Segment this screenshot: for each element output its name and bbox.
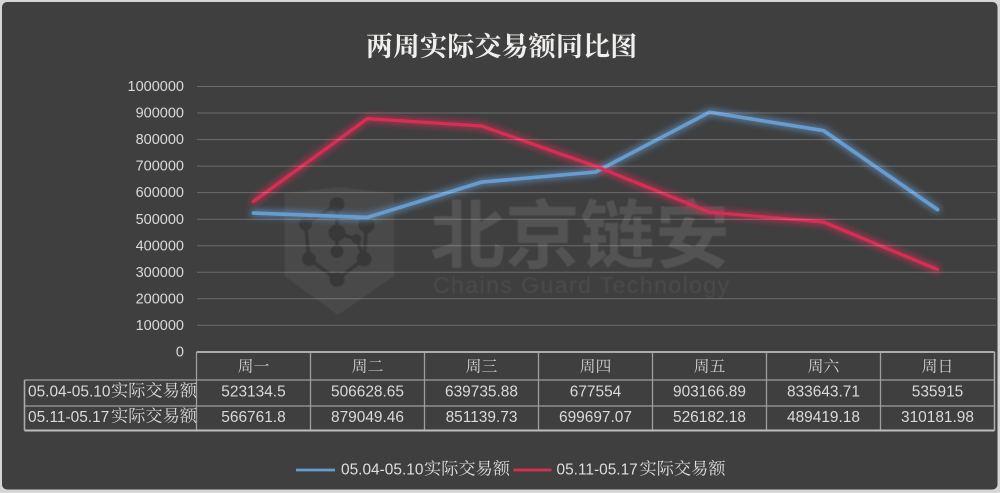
svg-text:851139.73: 851139.73: [446, 409, 518, 426]
svg-text:500000: 500000: [136, 212, 184, 228]
svg-text:400000: 400000: [136, 238, 184, 254]
svg-text:100000: 100000: [136, 318, 184, 334]
svg-text:506628.65: 506628.65: [331, 384, 404, 401]
svg-text:700000: 700000: [136, 159, 184, 175]
svg-text:677554: 677554: [570, 384, 622, 401]
svg-text:05.04-05.10: 05.04-05.10: [28, 384, 110, 401]
svg-text:639735.88: 639735.88: [445, 384, 518, 401]
svg-text:0: 0: [176, 344, 184, 360]
svg-text:05.11-05.17: 05.11-05.17: [28, 409, 109, 426]
svg-text:800000: 800000: [136, 132, 184, 148]
svg-text:05.11-05.17: 05.11-05.17: [557, 462, 638, 479]
svg-text:200000: 200000: [136, 291, 184, 307]
svg-text:300000: 300000: [136, 265, 184, 281]
svg-text:526182.18: 526182.18: [673, 409, 746, 426]
svg-text:879049.46: 879049.46: [331, 409, 404, 426]
svg-text:Chains Guard Technology: Chains Guard Technology: [433, 272, 731, 298]
svg-text:05.04-05.10: 05.04-05.10: [341, 462, 423, 479]
svg-text:489419.18: 489419.18: [787, 409, 860, 426]
svg-text:566761.8: 566761.8: [221, 409, 285, 426]
svg-text:699697.07: 699697.07: [559, 409, 632, 426]
svg-text:1000000: 1000000: [128, 79, 184, 95]
svg-text:523134.5: 523134.5: [221, 384, 285, 401]
svg-text:833643.71: 833643.71: [787, 384, 860, 401]
svg-text:903166.89: 903166.89: [673, 384, 746, 401]
svg-text:310181.98: 310181.98: [901, 409, 974, 426]
svg-text:600000: 600000: [136, 185, 184, 201]
svg-text:900000: 900000: [136, 106, 184, 122]
svg-text:535915: 535915: [912, 384, 964, 401]
